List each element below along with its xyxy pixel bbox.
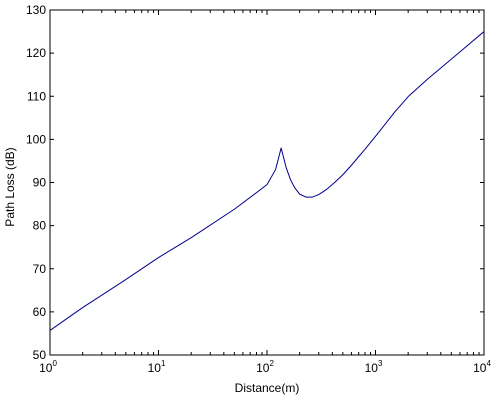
y-tick-label: 90 xyxy=(33,176,47,190)
path-loss-line xyxy=(49,31,485,331)
x-tick-exponent: 2 xyxy=(269,359,274,368)
y-tick-label: 130 xyxy=(26,3,46,17)
line-layer xyxy=(49,31,485,331)
x-tick-label: 104 xyxy=(473,359,491,375)
x-axis-label: Distance(m) xyxy=(235,381,300,395)
x-tick-base: 10 xyxy=(39,361,53,375)
y-axis-label: Path Loss (dB) xyxy=(3,147,17,226)
x-tick-label: 100 xyxy=(39,359,57,375)
x-tick-exponent: 3 xyxy=(378,359,383,368)
x-tick-base: 10 xyxy=(148,361,162,375)
x-tick-exponent: 4 xyxy=(486,359,491,368)
x-tick-label: 103 xyxy=(365,359,383,375)
x-tick-exponent: 0 xyxy=(52,359,57,368)
y-tick-label: 50 xyxy=(33,348,47,362)
x-tick-exponent: 1 xyxy=(161,359,166,368)
axes-box xyxy=(49,9,485,356)
y-tick-label: 80 xyxy=(33,219,47,233)
x-tick-base: 10 xyxy=(365,361,379,375)
y-tick-label: 110 xyxy=(27,89,46,103)
y-tick-label: 70 xyxy=(33,262,47,276)
x-tick-label: 102 xyxy=(256,359,274,375)
x-tick-base: 10 xyxy=(256,361,270,375)
plot-area xyxy=(50,10,484,355)
x-tick-base: 10 xyxy=(473,361,487,375)
y-tick-label: 100 xyxy=(26,132,46,146)
y-tick-label: 60 xyxy=(33,305,47,319)
x-tick-label: 101 xyxy=(148,359,166,375)
y-tick-label: 120 xyxy=(26,46,46,60)
